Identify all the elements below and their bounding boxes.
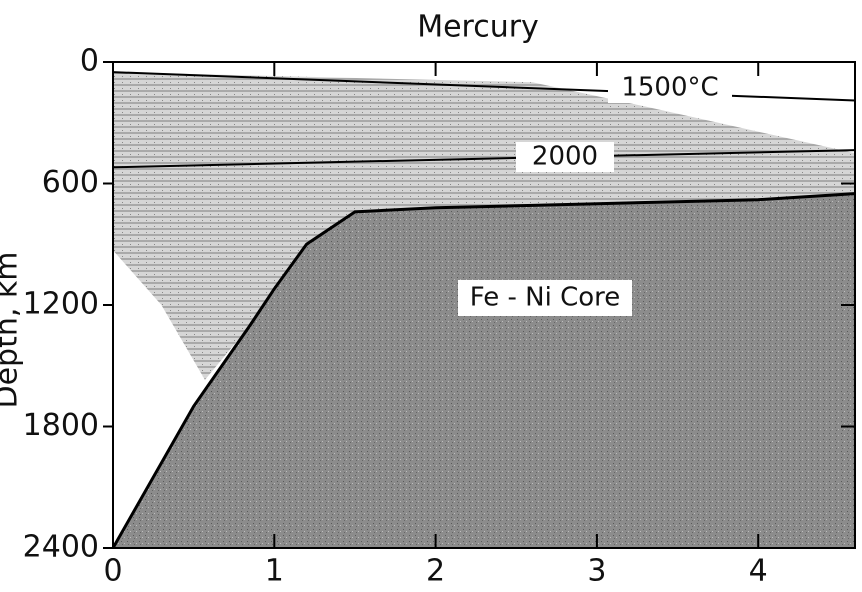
isotherm-label-bg [516, 142, 614, 172]
x-tick-label: 0 [103, 554, 122, 589]
isotherm [112, 149, 856, 169]
isotherm-label-bg [608, 73, 732, 103]
isotherm-label: 2000 [532, 142, 598, 172]
x-tick-label: 3 [587, 554, 606, 589]
melt-zone [113, 72, 855, 380]
x-tick-label: 1 [265, 554, 284, 589]
y-axis-label: Depth, km [0, 251, 25, 408]
core-label: Fe - Ni Core [470, 283, 621, 313]
core-label-bg [458, 280, 632, 316]
core-boundary [111, 192, 856, 549]
y-tick-label: 2400 [23, 530, 99, 565]
x-tick-label: 2 [426, 554, 445, 589]
y-tick-label: 1200 [23, 287, 99, 322]
y-tick-label: 1800 [23, 408, 99, 443]
y-tick-label: 600 [42, 165, 99, 200]
x-tick-label: 4 [749, 554, 768, 589]
core-fill [113, 193, 855, 548]
y-tick-label: 0 [80, 44, 99, 79]
isotherm-label: 1500°C [621, 73, 718, 103]
chart-title: Mercury [417, 10, 539, 45]
